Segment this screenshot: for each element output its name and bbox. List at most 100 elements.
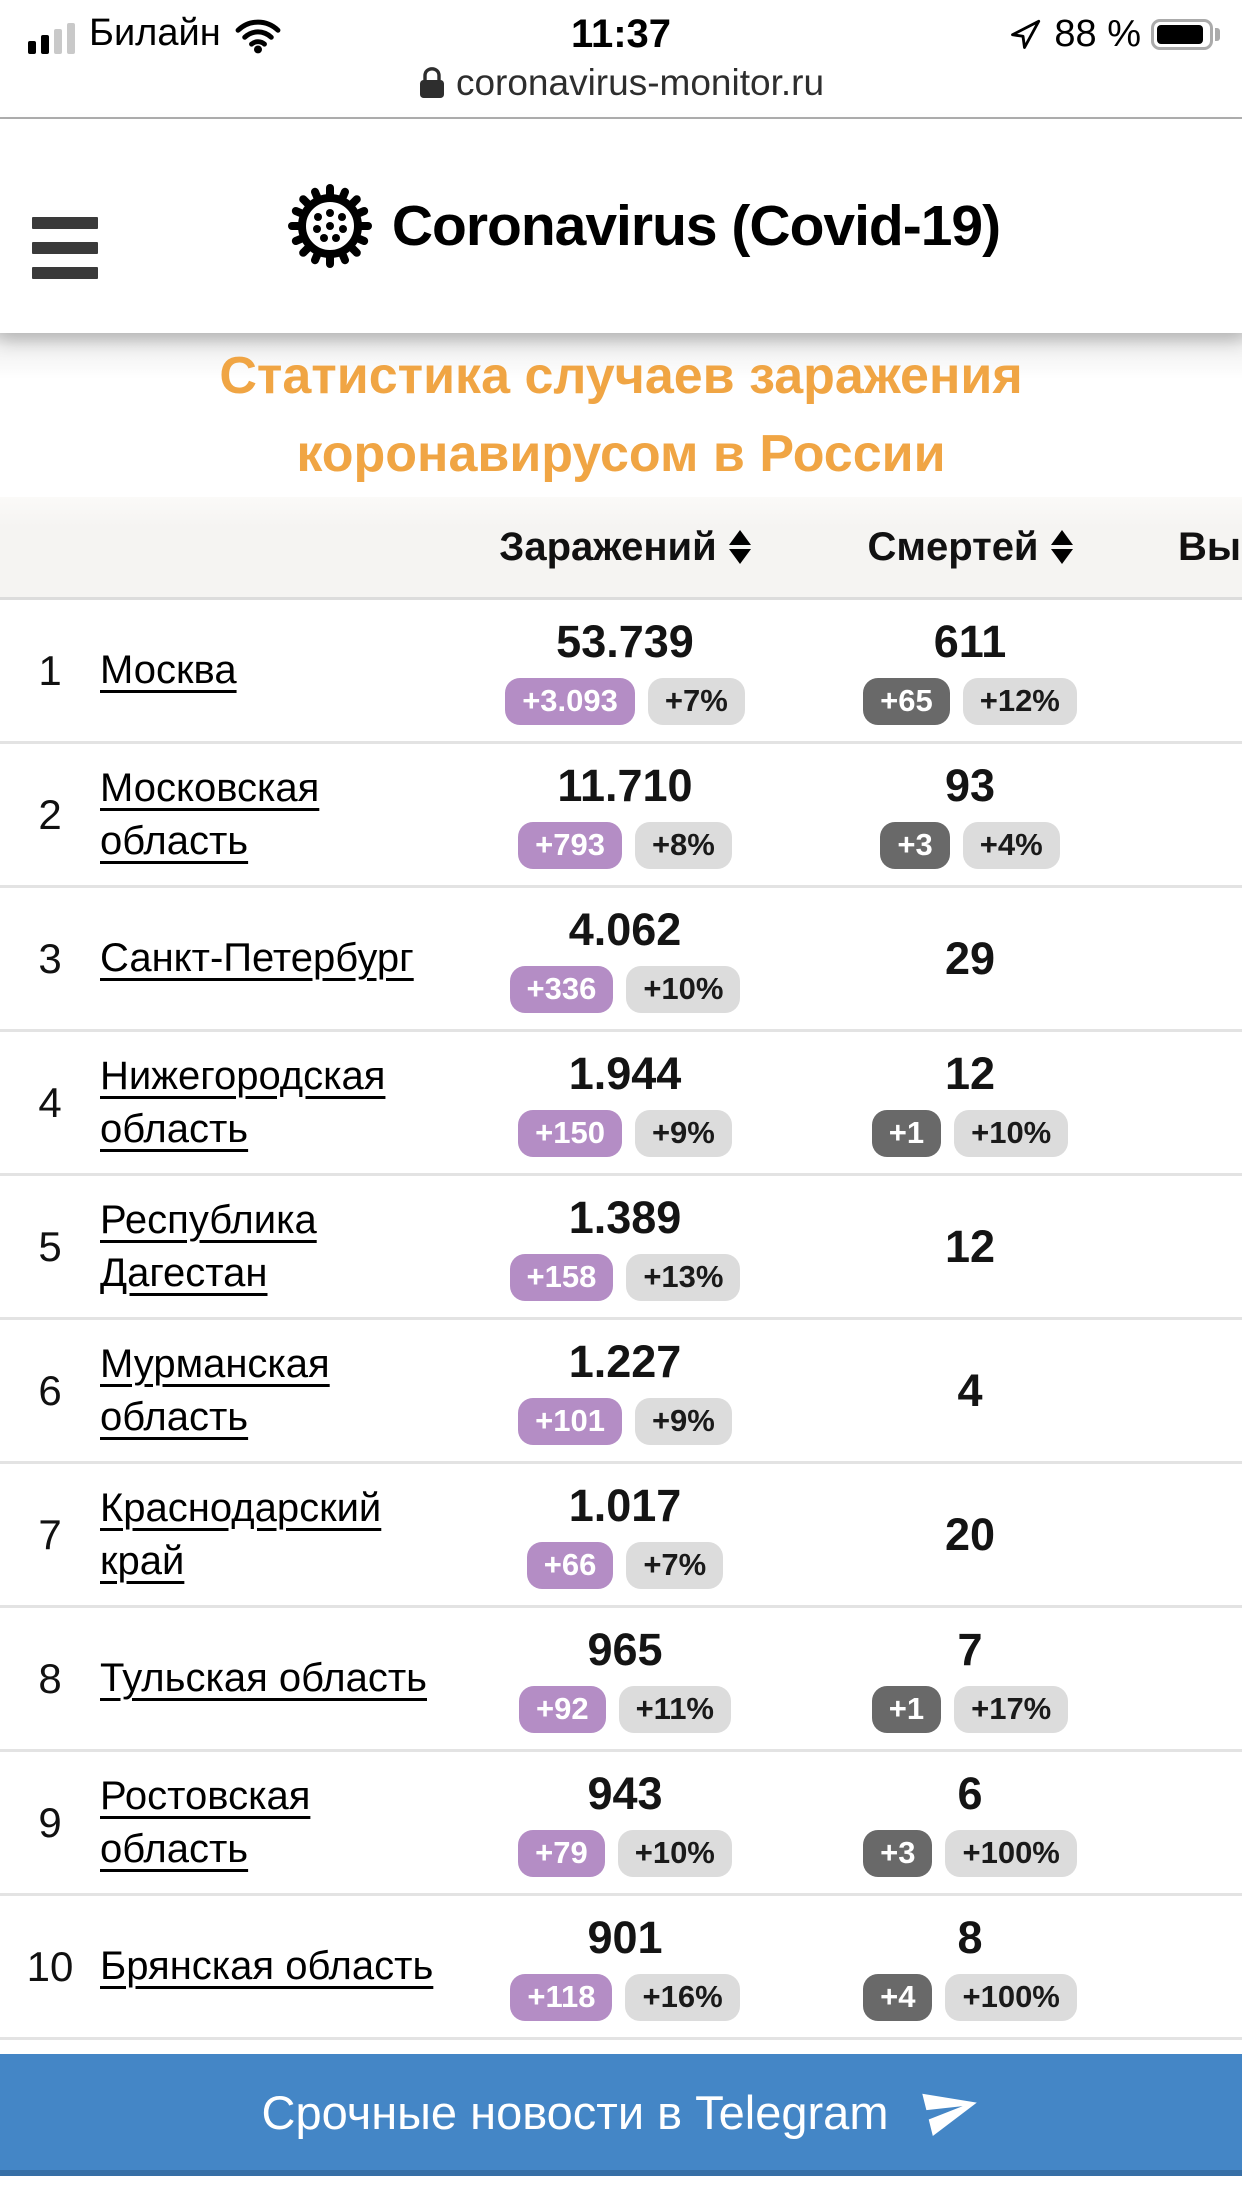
deaths-percent-badge: +12% xyxy=(962,678,1077,725)
infected-delta-badge: +158 xyxy=(509,1254,614,1301)
infected-percent-badge: +16% xyxy=(625,1974,740,2021)
address-bar[interactable]: coronavirus-monitor.ru xyxy=(0,62,1242,104)
deaths-cell: 611 +65 +12% xyxy=(780,616,1160,725)
sort-icon xyxy=(728,530,751,564)
infected-count: 965 xyxy=(587,1624,663,1676)
table-row: 3 Санкт-Петербург 4.062 +336 +10% 29 xyxy=(0,888,1242,1032)
region-link[interactable]: Брянская область xyxy=(100,1944,434,1988)
infected-cell: 943 +79 +10% xyxy=(470,1768,780,1877)
infected-delta-badge: +79 xyxy=(518,1830,605,1877)
region-link[interactable]: Ростовская область xyxy=(100,1773,311,1871)
cell-signal-icon xyxy=(28,23,75,54)
infected-delta-badge: +66 xyxy=(526,1542,614,1589)
deaths-cell: 29 xyxy=(780,933,1160,985)
deaths-count: 4 xyxy=(957,1364,983,1416)
telegram-banner[interactable]: Срочные новости в Telegram xyxy=(0,2054,1242,2176)
infected-cell: 1.227 +101 +9% xyxy=(470,1336,780,1445)
infected-percent-badge: +7% xyxy=(647,678,745,725)
deaths-delta-badge: +3 xyxy=(880,822,950,869)
infected-count: 4.062 xyxy=(568,904,682,956)
menu-button[interactable] xyxy=(32,217,98,279)
spacer xyxy=(0,2040,1242,2054)
region-link[interactable]: Краснодарский край xyxy=(100,1485,382,1583)
site-logo[interactable]: Coronavirus (Covid-19) xyxy=(282,178,1001,274)
table-header: Заражений Смертей Выз xyxy=(0,497,1242,600)
carrier-label: Билайн xyxy=(89,12,221,54)
infected-cell: 53.739 +3.093 +7% xyxy=(470,616,780,725)
deaths-percent-badge: +100% xyxy=(945,1830,1077,1877)
table-row: 7 Краснодарский край 1.017 +66 +7% 20 xyxy=(0,1464,1242,1608)
region-link[interactable]: Нижегородская область xyxy=(100,1053,386,1151)
sort-icon xyxy=(1050,530,1073,564)
column-header-deaths[interactable]: Смертей xyxy=(780,525,1160,570)
deaths-cell: 20 xyxy=(780,1509,1160,1561)
deaths-cell: 12 xyxy=(780,1221,1160,1273)
region-link[interactable]: Мурманская область xyxy=(100,1341,330,1439)
table-row: 4 Нижегородская область 1.944 +150 +9% 1… xyxy=(0,1032,1242,1176)
table-row: 2 Московская область 11.710 +793 +8% 93 … xyxy=(0,744,1242,888)
virus-icon xyxy=(287,184,372,268)
battery-percent-label: 88 % xyxy=(1054,12,1141,55)
infected-percent-badge: +8% xyxy=(634,822,732,869)
row-rank: 2 xyxy=(38,790,62,838)
column-header-infected[interactable]: Заражений xyxy=(470,525,780,570)
battery-icon xyxy=(1151,18,1220,50)
deaths-delta-badge: +1 xyxy=(871,1686,942,1733)
stats-table: Заражений Смертей Выз 1 Москва 53.739 +3… xyxy=(0,497,1242,2040)
deaths-delta-badge: +3 xyxy=(863,1830,933,1877)
table-row: 8 Тульская область 965 +92 +11% 7 +1 +17… xyxy=(0,1608,1242,1752)
table-row: 9 Ростовская область 943 +79 +10% 6 +3 +… xyxy=(0,1752,1242,1896)
infected-percent-badge: +10% xyxy=(617,1830,732,1877)
deaths-delta-badge: +4 xyxy=(863,1974,933,2021)
site-title: Coronavirus (Covid-19) xyxy=(391,194,1001,258)
table-row: 1 Москва 53.739 +3.093 +7% 611 +65 +12% xyxy=(0,600,1242,744)
row-rank: 3 xyxy=(38,934,62,982)
infected-percent-badge: +9% xyxy=(634,1398,732,1445)
row-rank: 6 xyxy=(38,1366,62,1414)
infected-delta-badge: +118 xyxy=(510,1974,613,2021)
page-title-section: Статистика случаев заражения коронавирус… xyxy=(0,333,1242,497)
infected-percent-badge: +9% xyxy=(634,1110,732,1157)
deaths-count: 12 xyxy=(944,1220,996,1272)
lock-icon xyxy=(419,67,444,98)
deaths-count: 93 xyxy=(944,760,996,812)
row-rank: 5 xyxy=(38,1222,62,1270)
deaths-delta-badge: +65 xyxy=(863,678,950,725)
table-row: 5 Республика Дагестан 1.389 +158 +13% 12 xyxy=(0,1176,1242,1320)
region-link[interactable]: Республика Дагестан xyxy=(100,1197,317,1295)
table-row: 10 Брянская область 901 +118 +16% 8 +4 +… xyxy=(0,1896,1242,2040)
region-link[interactable]: Московская область xyxy=(100,765,320,863)
infected-cell: 901 +118 +16% xyxy=(470,1912,780,2021)
infected-count: 1.389 xyxy=(568,1192,682,1244)
deaths-count: 611 xyxy=(933,616,1007,668)
deaths-percent-badge: +100% xyxy=(945,1974,1077,2021)
deaths-cell: 7 +1 +17% xyxy=(780,1624,1160,1733)
telegram-banner-label: Срочные новости в Telegram xyxy=(261,2085,889,2139)
infected-cell: 1.389 +158 +13% xyxy=(470,1192,780,1301)
infected-cell: 1.944 +150 +9% xyxy=(470,1048,780,1157)
infected-delta-badge: +793 xyxy=(518,822,622,869)
infected-percent-badge: +13% xyxy=(626,1254,741,1301)
infected-count: 1.944 xyxy=(568,1048,682,1100)
row-rank: 8 xyxy=(38,1654,62,1702)
paper-plane-icon xyxy=(922,2093,978,2136)
deaths-cell: 12 +1 +10% xyxy=(780,1048,1160,1157)
infected-delta-badge: +150 xyxy=(518,1110,622,1157)
region-link[interactable]: Санкт-Петербург xyxy=(100,936,414,980)
row-rank: 4 xyxy=(38,1078,62,1126)
infected-cell: 4.062 +336 +10% xyxy=(470,904,780,1013)
infected-cell: 11.710 +793 +8% xyxy=(470,760,780,869)
infected-cell: 965 +92 +11% xyxy=(470,1624,780,1733)
deaths-percent-badge: +10% xyxy=(954,1110,1069,1157)
region-link[interactable]: Тульская область xyxy=(100,1656,427,1700)
row-rank: 7 xyxy=(38,1510,62,1558)
site-header: Coronavirus (Covid-19) xyxy=(0,119,1242,333)
deaths-cell: 8 +4 +100% xyxy=(780,1912,1160,2021)
region-link[interactable]: Москва xyxy=(100,648,237,692)
table-body: 1 Москва 53.739 +3.093 +7% 611 +65 +12% … xyxy=(0,600,1242,2040)
infected-count: 11.710 xyxy=(557,760,693,812)
clock: 11:37 xyxy=(570,11,672,56)
column-header-recovered[interactable]: Выз xyxy=(1178,524,1242,569)
deaths-count: 12 xyxy=(944,1048,996,1100)
